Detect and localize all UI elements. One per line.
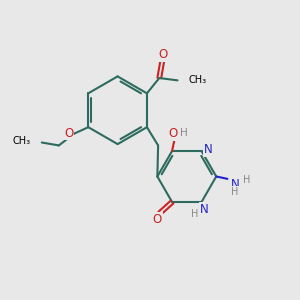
Text: H: H bbox=[191, 209, 199, 219]
Text: O: O bbox=[168, 127, 178, 140]
Text: N: N bbox=[230, 178, 239, 191]
Text: H: H bbox=[231, 187, 239, 197]
Text: CH₃: CH₃ bbox=[13, 136, 31, 146]
Text: CH₃: CH₃ bbox=[189, 75, 207, 85]
Text: O: O bbox=[158, 48, 167, 61]
Text: H: H bbox=[243, 175, 250, 185]
Text: N: N bbox=[204, 143, 212, 156]
Text: N: N bbox=[200, 203, 208, 216]
Text: O: O bbox=[64, 127, 74, 140]
Text: H: H bbox=[180, 128, 188, 138]
Text: O: O bbox=[153, 213, 162, 226]
